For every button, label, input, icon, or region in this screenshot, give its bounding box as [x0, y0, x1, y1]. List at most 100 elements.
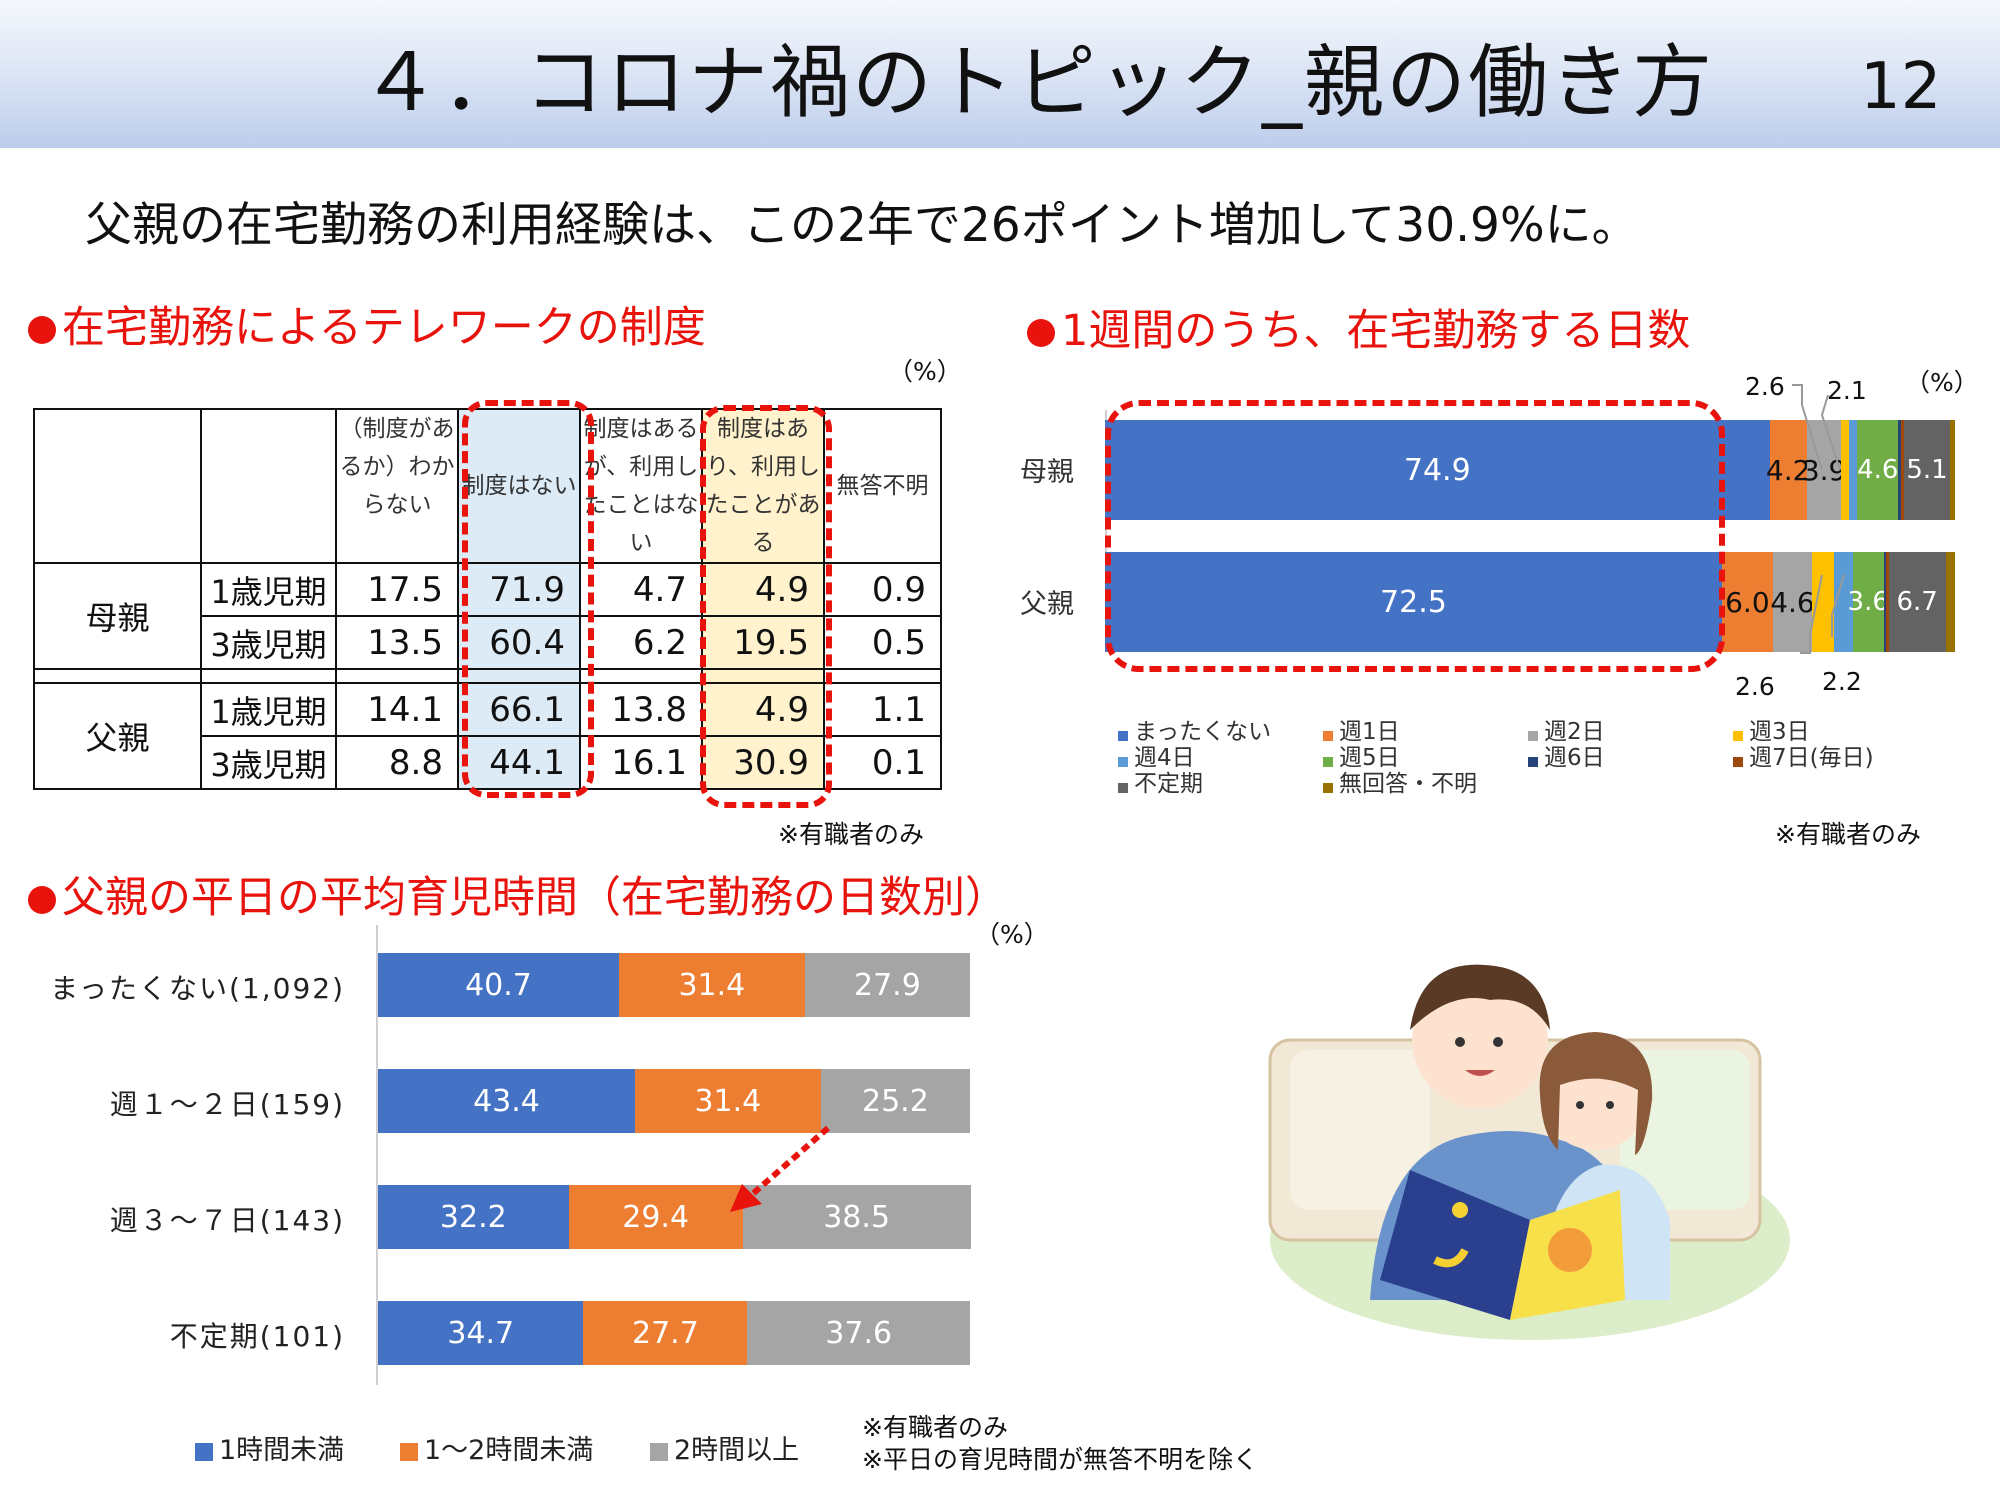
legend-item: 週2日	[1528, 712, 1605, 746]
table-cell: 17.5	[335, 562, 459, 617]
bar-segment	[1834, 552, 1853, 652]
section3-title: 父親の平日の平均育児時間（在宅勤務の日数別）	[28, 863, 1008, 925]
callout-top-2: 2.1	[1827, 376, 1867, 405]
section1-title: 在宅勤務によるテレワークの制度	[28, 293, 706, 355]
legend-item: 無回答・不明	[1323, 764, 1477, 798]
bar-segment	[1812, 552, 1835, 652]
stacked-bar: 74.9 4.2 3.9 4.6 5.1	[1105, 420, 1955, 520]
table-row: 3歳児期 13.5 60.4 6.2 19.5 0.5	[34, 615, 942, 670]
legend-swatch-icon	[195, 1443, 213, 1461]
table-cell: 71.9	[457, 562, 581, 617]
legend-label: 週6日	[1544, 745, 1605, 771]
section2-title: 1週間のうち、在宅勤務する日数	[1027, 296, 1690, 358]
page-title: ４．コロナ禍のトピック_親の働き方	[360, 36, 1714, 129]
data-label: 31.4	[694, 1083, 762, 1119]
bar-segment: 31.4	[618, 953, 805, 1017]
bar-segment	[1945, 552, 1955, 652]
bar-segment	[1900, 420, 1905, 520]
legend-swatch-icon	[1733, 731, 1743, 741]
bar-segment: 34.7	[378, 1301, 584, 1365]
axis-line	[376, 925, 378, 1385]
weekly-legend: まったくない 週1日 週2日 週3日 週4日 週5日 週6日 週7日(毎日) 不定期 無回答・不明	[1118, 712, 1978, 802]
bar-segment: 5.1	[1904, 420, 1950, 520]
bar-segment: 4.2	[1766, 420, 1810, 520]
bar-segment: 27.9	[804, 953, 970, 1017]
callout-lines	[1792, 384, 1845, 654]
legend-item: 不定期	[1118, 764, 1203, 798]
note-line: ※有職者のみ	[862, 1413, 1008, 1442]
legend-swatch-icon	[1733, 757, 1743, 767]
data-label: 4.6	[1770, 585, 1815, 619]
table-cell: 0.9	[823, 562, 942, 617]
highlight-never	[1105, 400, 1725, 672]
section3-unit: （%）	[975, 920, 1049, 949]
data-label: 4.2	[1765, 453, 1811, 487]
bar-segment: 43.4	[378, 1069, 635, 1133]
bar-segment: 31.4	[634, 1069, 821, 1133]
legend-item: 週7日(毎日)	[1733, 738, 1874, 772]
legend-swatch-icon	[1323, 731, 1333, 741]
stacked-bar: 34.7 27.7 37.6	[378, 1301, 970, 1365]
callout-bottom-1: 2.6	[1735, 672, 1775, 701]
highlight-used	[700, 405, 832, 808]
col-header-no-answer: 無答不明	[823, 408, 942, 564]
bar-segment: 74.9	[1105, 420, 1770, 520]
childcare-time-chart: まったくない(1,092) 40.7 31.4 27.9 週１～２日(159) 43.4 3…	[0, 925, 1000, 1395]
data-label: 31.4	[678, 967, 746, 1003]
table-cell: 13.8	[579, 682, 703, 737]
section1-unit: （%）	[888, 357, 962, 386]
data-label: 37.6	[825, 1315, 893, 1351]
data-label: 38.5	[823, 1199, 891, 1235]
data-label: 32.2	[439, 1199, 507, 1235]
legend-label: 不定期	[1134, 771, 1203, 797]
col-header-no-system: 制度はない	[457, 408, 581, 564]
data-label: 4.6	[1857, 455, 1899, 485]
legend-label: 週3日	[1749, 719, 1810, 745]
col-header-not-used: 制度はあるが、利用したことはない	[579, 408, 703, 564]
data-label: 72.5	[1380, 584, 1447, 620]
bar-segment: 38.5	[742, 1185, 971, 1249]
data-label: 25.2	[862, 1083, 929, 1119]
row-label: 母親	[1020, 457, 1074, 488]
legend-label: 2時間以上	[674, 1435, 800, 1466]
group-label-father: 父親	[33, 682, 202, 790]
legend-label: 無回答・不明	[1339, 771, 1477, 797]
bar-segment: 6.7	[1888, 552, 1946, 652]
table-cell: 60.4	[457, 615, 581, 670]
stacked-bar: 40.7 31.4 27.9	[378, 953, 970, 1017]
table-cell: 30.9	[701, 735, 825, 790]
legend-item: 1時間未満	[195, 1428, 344, 1467]
callout-bottom-2: 2.2	[1822, 667, 1862, 696]
period-label: 1歳児期	[200, 562, 337, 617]
bar-segment	[1841, 420, 1850, 520]
legend-item: 2時間以上	[650, 1428, 799, 1467]
bar-segment: 3.9	[1802, 420, 1846, 520]
table-cell: 14.1	[335, 682, 459, 737]
legend-item: 週1日	[1323, 712, 1400, 746]
legend-swatch-icon	[1528, 757, 1538, 767]
table-cell: 1.1	[823, 682, 942, 737]
section2-note: ※有職者のみ	[1775, 820, 1921, 849]
arrow-icon	[730, 1125, 830, 1212]
table-cell: 8.8	[335, 735, 459, 790]
table-cell: 16.1	[579, 735, 703, 790]
data-label: 27.9	[854, 967, 921, 1003]
bar-segment: 40.7	[378, 953, 619, 1017]
spacer-cell	[335, 668, 459, 684]
table-cell: 66.1	[457, 682, 581, 737]
table-cell: 13.5	[335, 615, 459, 670]
category-label: 不定期(101)	[169, 1320, 345, 1353]
legend-item: 週3日	[1733, 712, 1810, 746]
table-cell: 0.5	[823, 615, 942, 670]
data-label: 43.4	[473, 1083, 540, 1119]
bar-segment: 4.6	[1770, 552, 1815, 652]
table-row: 父親 1歳児期 14.1 66.1 13.8 4.9 1.1	[33, 682, 942, 790]
bar-segment	[1898, 420, 1901, 520]
bar-segment: 72.5	[1105, 552, 1722, 652]
group-label-mother: 母親	[33, 562, 202, 670]
parent-child-reading-illustration	[1268, 964, 1790, 1340]
legend-item: 週4日	[1118, 738, 1195, 772]
legend-item: 週6日	[1528, 738, 1605, 772]
table-cell: 6.2	[579, 615, 703, 670]
note-line: ※平日の育児時間が無答不明を除く	[862, 1445, 1258, 1474]
